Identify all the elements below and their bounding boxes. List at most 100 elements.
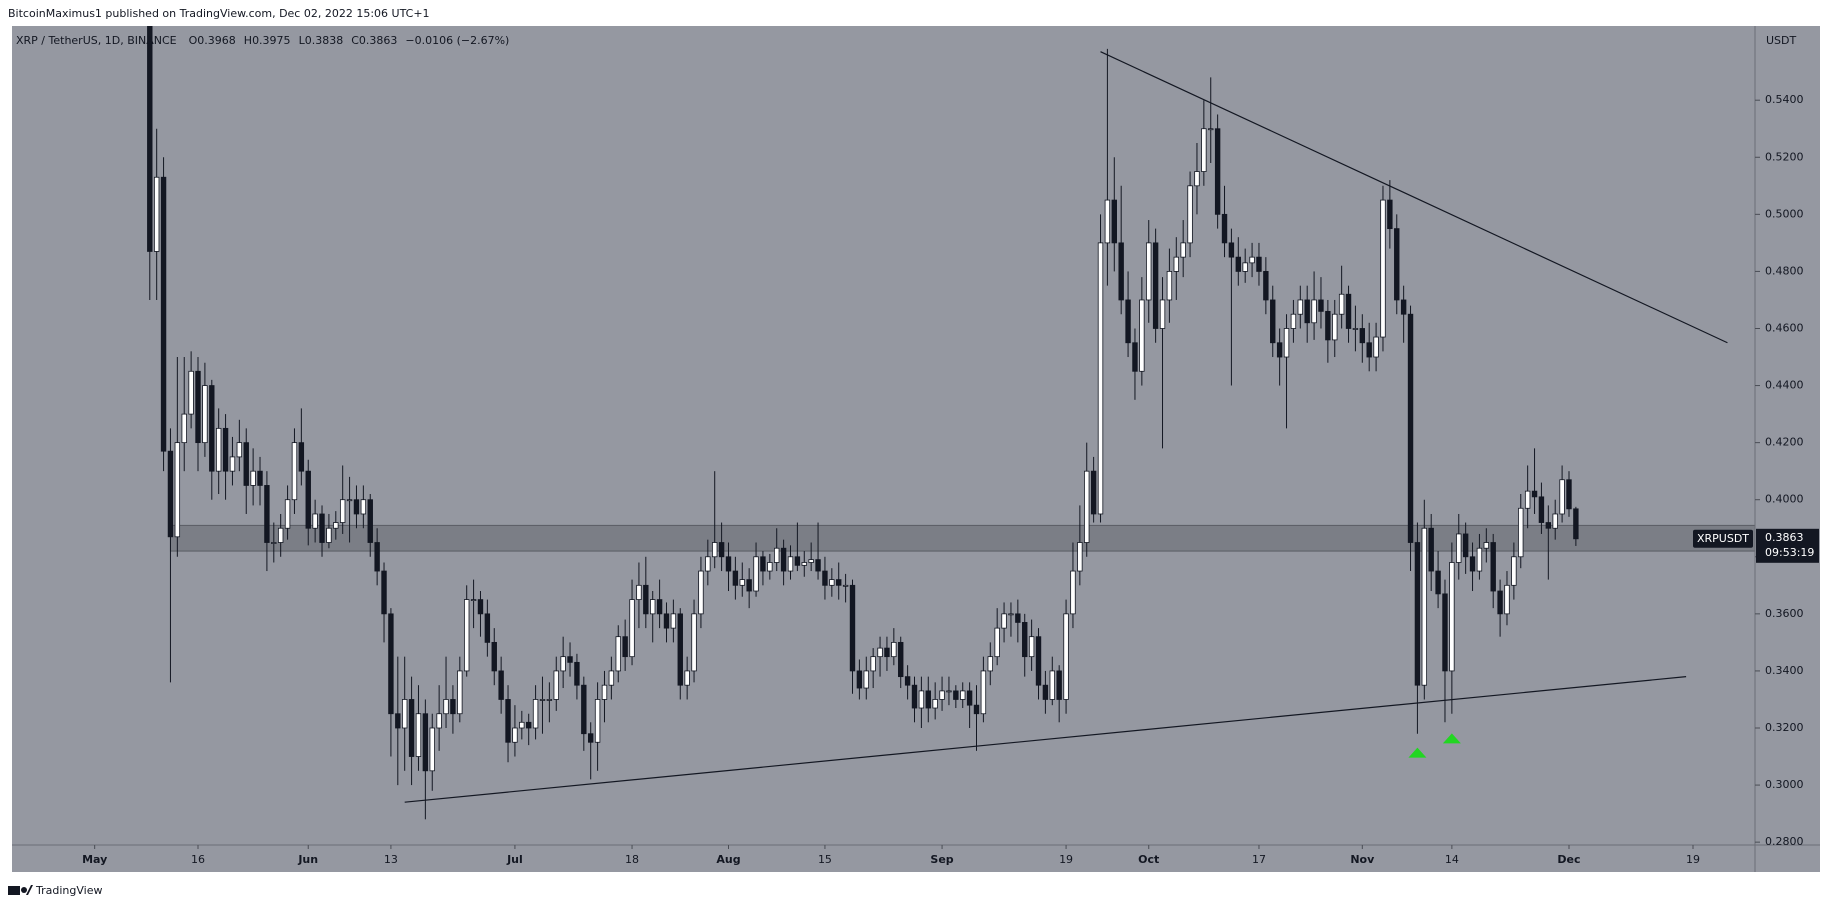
candle-body <box>477 599 484 615</box>
candle-body <box>698 570 704 615</box>
candle-body <box>774 547 780 563</box>
candle-body <box>1531 490 1538 498</box>
trendline <box>1100 51 1728 344</box>
candle-body <box>581 684 587 735</box>
candle-body <box>739 579 745 586</box>
symbol-tag <box>1693 529 1753 548</box>
candle-body <box>911 684 918 709</box>
x-tick-label: Nov <box>1350 853 1375 866</box>
candle-body <box>250 470 256 486</box>
plot-area <box>147 26 1755 820</box>
candle-body <box>188 370 194 415</box>
y-tick-label: 0.4000 <box>1765 493 1804 506</box>
x-tick-label: 15 <box>818 853 832 866</box>
candle-body <box>291 442 298 501</box>
candle-body <box>670 613 677 629</box>
candle-body <box>1304 299 1310 324</box>
candle-body <box>1497 590 1503 615</box>
candle-body <box>1456 533 1462 563</box>
candle-body <box>1132 342 1138 372</box>
symbol-name: XRP / TetherUS, 1D, BINANCE <box>16 34 177 47</box>
x-tick-label: 16 <box>191 853 205 866</box>
candle-body <box>898 641 904 678</box>
ohlc-value: 0.3838 <box>305 34 344 47</box>
candle-body <box>429 727 435 772</box>
candle-body <box>1180 242 1186 258</box>
candle-body <box>636 584 642 600</box>
candle-body <box>374 542 380 572</box>
candle-body <box>966 690 973 706</box>
candle-body <box>1070 570 1076 615</box>
candle-body <box>195 370 201 444</box>
candle-body <box>677 613 683 686</box>
support-zone <box>169 524 1755 552</box>
candle-body <box>932 699 938 709</box>
candle-body <box>339 499 346 523</box>
candle-body <box>1152 242 1159 329</box>
candle-body <box>918 690 925 709</box>
candle-body <box>484 613 491 643</box>
candle-body <box>422 713 429 772</box>
candle-body <box>1325 310 1331 341</box>
candle-body <box>167 450 174 538</box>
x-tick-label: Dec <box>1557 853 1580 866</box>
candle-body <box>904 676 911 686</box>
candle-body <box>601 684 608 700</box>
candle-body <box>1476 547 1483 572</box>
candle-body <box>725 556 732 572</box>
candle-body <box>1559 479 1565 515</box>
candle-body <box>284 499 291 529</box>
candle-body <box>1125 299 1131 344</box>
candle-body <box>691 613 697 672</box>
x-tick-label: 14 <box>1445 853 1459 866</box>
candle-body <box>1166 271 1173 301</box>
candle-body <box>408 699 415 757</box>
candle-body <box>215 427 222 472</box>
candle-body <box>1435 570 1441 595</box>
candle-body <box>264 485 270 543</box>
y-tick-label: 0.4200 <box>1765 436 1804 449</box>
trendline <box>404 676 1687 803</box>
candle-body <box>856 670 863 689</box>
candle-body <box>753 556 759 592</box>
candle-body <box>1573 508 1579 540</box>
price-change: −0.0106 (−2.67%) <box>405 34 509 47</box>
candle-body <box>629 599 635 658</box>
candle-body <box>243 442 249 486</box>
y-tick-label: 0.3000 <box>1765 778 1804 791</box>
candle-body <box>594 699 601 743</box>
y-tick-label: 0.3400 <box>1765 664 1804 677</box>
candle-body <box>1042 684 1049 700</box>
candle-body <box>236 442 243 458</box>
publish-info: BitcoinMaximus1 published on TradingView… <box>8 7 430 20</box>
candle-body <box>360 499 367 515</box>
candle-body <box>388 613 394 715</box>
candle-body <box>1111 199 1117 244</box>
candle-body <box>877 647 883 658</box>
candle-body <box>1104 199 1111 244</box>
y-tick-label: 0.4800 <box>1765 264 1804 277</box>
candle-body <box>1201 128 1207 172</box>
candle-body <box>705 556 711 572</box>
candle-body <box>1442 593 1448 672</box>
candle-body <box>443 699 449 715</box>
candle-body <box>1173 256 1179 272</box>
axis-unit: USDT <box>1766 34 1797 47</box>
candle-body <box>842 584 849 587</box>
x-tick-label: Oct <box>1138 853 1159 866</box>
candle-body <box>1214 128 1221 215</box>
ohlc-label: C <box>351 34 359 47</box>
candle-body <box>160 176 167 452</box>
candle-body <box>1359 328 1366 344</box>
candle-body <box>1387 199 1393 230</box>
candle-body <box>202 385 208 444</box>
candle-body <box>1276 342 1283 358</box>
candle-body <box>1490 542 1496 592</box>
x-tick-label: 17 <box>1252 853 1266 866</box>
candle-body <box>209 385 215 472</box>
ohlc-value: 0.3863 <box>359 34 398 47</box>
candle-body <box>946 690 952 693</box>
candle-body <box>1270 299 1276 344</box>
symbol-tag-text: XRPUSDT <box>1697 532 1749 545</box>
candle-body <box>650 599 656 615</box>
